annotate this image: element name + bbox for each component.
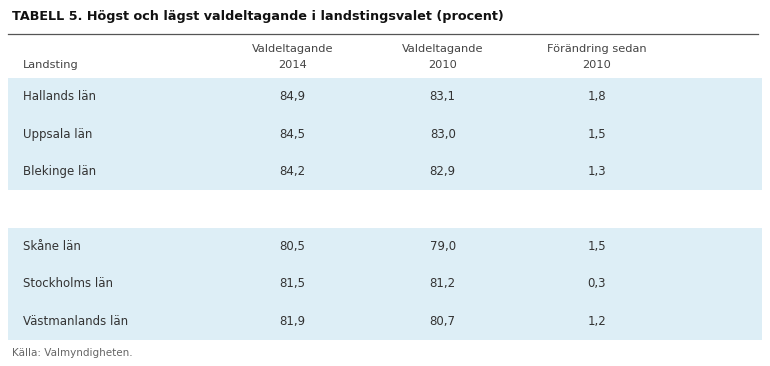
Bar [8,228,762,265]
Text: Uppsala län: Uppsala län [23,128,92,141]
Text: 2010: 2010 [582,60,611,70]
Bar [8,303,762,340]
Text: Skåne län: Skåne län [23,240,81,253]
Text: 2014: 2014 [278,60,307,70]
Text: TABELL 5. Högst och lägst valdeltagande i landstingsvalet (procent): TABELL 5. Högst och lägst valdeltagande … [12,10,504,23]
Text: 81,5: 81,5 [280,277,306,290]
Text: 0,3: 0,3 [588,277,606,290]
Text: 83,1: 83,1 [430,90,456,103]
Text: Blekinge län: Blekinge län [23,165,96,178]
Text: Hallands län: Hallands län [23,90,96,103]
Text: 84,2: 84,2 [280,165,306,178]
Text: 82,9: 82,9 [430,165,456,178]
Text: 83,0: 83,0 [430,128,456,141]
Text: 1,8: 1,8 [588,90,606,103]
Text: 2010: 2010 [428,60,457,70]
Text: 81,9: 81,9 [280,315,306,328]
Bar [8,115,762,153]
Text: 1,5: 1,5 [588,240,606,253]
Bar [8,265,762,303]
Text: Västmanlands län: Västmanlands län [23,315,129,328]
Text: 80,5: 80,5 [280,240,306,253]
Text: 1,2: 1,2 [588,315,606,328]
Bar [8,78,762,115]
Text: Landsting: Landsting [23,60,79,70]
Text: Valdeltagande: Valdeltagande [252,44,333,54]
Text: 1,3: 1,3 [588,165,606,178]
Text: 79,0: 79,0 [430,240,456,253]
Text: Stockholms län: Stockholms län [23,277,113,290]
Text: Källa: Valmyndigheten.: Källa: Valmyndigheten. [12,348,132,358]
Text: Valdeltagande: Valdeltagande [402,44,484,54]
Bar [8,153,762,190]
Text: 1,5: 1,5 [588,128,606,141]
Text: 84,5: 84,5 [280,128,306,141]
Text: Förändring sedan: Förändring sedan [547,44,647,54]
Text: 80,7: 80,7 [430,315,456,328]
Text: 81,2: 81,2 [430,277,456,290]
Text: 84,9: 84,9 [280,90,306,103]
